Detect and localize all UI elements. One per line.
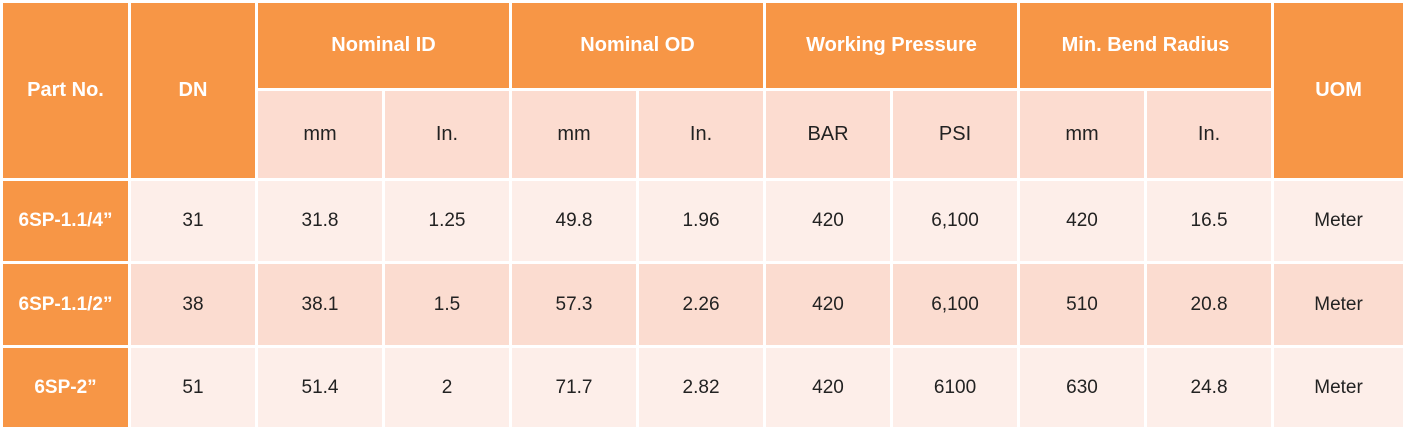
od-in-cell: 2.82	[636, 345, 767, 430]
od-in-cell: 2.26	[636, 261, 767, 348]
od-in-cell: 1.96	[636, 178, 767, 264]
bar-cell: 420	[763, 261, 894, 348]
bar-cell: 420	[763, 178, 894, 264]
part-no-cell: 6SP-2”	[0, 345, 131, 430]
id-in-cell: 1.5	[381, 261, 513, 348]
uom-cell: Meter	[1271, 178, 1407, 264]
header-part-no: Part No.	[0, 0, 131, 181]
table-row: 6SP-1.1/2” 38 38.1 1.5 57.3 2.26 420 6,1…	[0, 261, 1407, 348]
bend-in-cell: 20.8	[1144, 261, 1275, 348]
subheader-bend-in: In.	[1144, 88, 1275, 181]
od-mm-cell: 71.7	[509, 345, 640, 430]
dn-cell: 38	[128, 261, 258, 348]
bend-mm-cell: 420	[1017, 178, 1148, 264]
subheader-psi: PSI	[890, 88, 1021, 181]
subheader-id-mm: mm	[255, 88, 385, 181]
id-in-cell: 1.25	[381, 178, 513, 264]
part-no-cell: 6SP-1.1/2”	[0, 261, 131, 348]
header-nominal-od: Nominal OD	[509, 0, 767, 91]
od-mm-cell: 49.8	[509, 178, 640, 264]
bend-mm-cell: 630	[1017, 345, 1148, 430]
od-mm-cell: 57.3	[509, 261, 640, 348]
subheader-id-in: In.	[381, 88, 513, 181]
id-mm-cell: 31.8	[255, 178, 385, 264]
dn-cell: 51	[128, 345, 258, 430]
subheader-bar: BAR	[763, 88, 894, 181]
header-uom: UOM	[1271, 0, 1407, 181]
uom-cell: Meter	[1271, 261, 1407, 348]
bend-mm-cell: 510	[1017, 261, 1148, 348]
header-nominal-id: Nominal ID	[254, 0, 513, 91]
bend-in-cell: 24.8	[1144, 345, 1275, 430]
header-dn: DN	[128, 0, 258, 181]
subheader-row: mm In. mm In. BAR PSI mm In.	[2, 88, 1405, 181]
header-row: Part No. DN Nominal ID Nominal OD Workin…	[0, 0, 1407, 181]
header-working-pressure: Working Pressure	[763, 0, 1021, 91]
id-mm-cell: 38.1	[255, 261, 385, 348]
part-no-cell: 6SP-1.1/4”	[0, 178, 131, 264]
bend-in-cell: 16.5	[1144, 178, 1275, 264]
header-min-bend-radius: Min. Bend Radius	[1017, 0, 1275, 91]
id-in-cell: 2	[381, 345, 513, 430]
id-mm-cell: 51.4	[255, 345, 385, 430]
uom-cell: Meter	[1271, 345, 1407, 430]
dn-cell: 31	[128, 178, 258, 264]
psi-cell: 6,100	[890, 178, 1021, 264]
subheader-bend-mm: mm	[1017, 88, 1148, 181]
subheader-od-mm: mm	[509, 88, 640, 181]
bar-cell: 420	[763, 345, 894, 430]
psi-cell: 6100	[890, 345, 1021, 430]
subheader-od-in: In.	[636, 88, 767, 181]
table-row: 6SP-1.1/4” 31 31.8 1.25 49.8 1.96 420 6,…	[0, 178, 1407, 264]
psi-cell: 6,100	[890, 261, 1021, 348]
table-row: 6SP-2” 51 51.4 2 71.7 2.82 420 6100 630 …	[0, 345, 1407, 430]
